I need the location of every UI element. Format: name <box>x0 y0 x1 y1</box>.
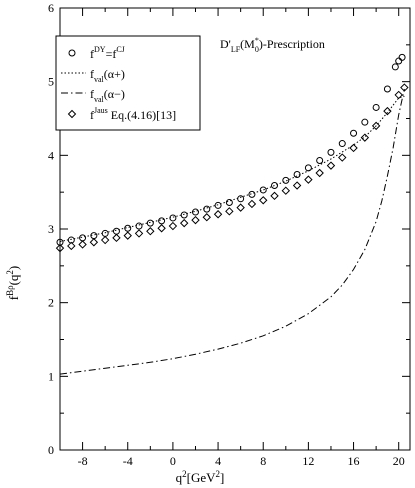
data-point-jaus <box>67 241 76 251</box>
chart-annotation: D'LF(M* 0)-Prescription <box>220 36 325 54</box>
data-point-dy-cj <box>225 198 233 206</box>
legend-label-val-alpha-minus: fval(α−) <box>90 87 125 104</box>
x-tick-label: 12 <box>302 454 314 468</box>
data-point-dy-cj <box>259 186 267 194</box>
x-tick-label: 8 <box>260 454 266 468</box>
data-point-dy-cj <box>146 219 154 227</box>
data-point-jaus <box>394 90 403 100</box>
data-point-dy-cj <box>214 201 222 209</box>
data-point-dy-cj <box>304 164 312 172</box>
data-point-jaus <box>247 199 257 209</box>
data-point-dy-cj <box>282 176 290 184</box>
legend: fDY=fCJ fval(α+) fval(α−) fJaus Eq.(4.16… <box>55 35 201 131</box>
data-point-jaus <box>191 215 200 225</box>
data-point-dy-cj <box>191 208 199 216</box>
series-layer <box>55 53 409 375</box>
data-point-jaus <box>134 229 144 238</box>
y-tick-label: 3 <box>48 222 54 236</box>
y-tick-label: 4 <box>48 148 54 162</box>
data-point-jaus <box>383 106 392 116</box>
data-point-jaus <box>55 243 65 253</box>
data-point-jaus <box>338 153 347 162</box>
data-point-jaus <box>146 227 155 236</box>
data-point-jaus <box>157 224 166 233</box>
data-point-jaus <box>371 121 381 131</box>
data-point-jaus <box>236 203 245 212</box>
data-point-dy-cj <box>398 53 406 61</box>
x-tick-label: 16 <box>348 454 360 468</box>
data-point-jaus <box>89 238 99 247</box>
data-point-jaus <box>123 231 132 240</box>
legend-label-dy-cj: fDY=fCJ <box>90 45 125 61</box>
legend-symbol-circle <box>68 49 76 57</box>
data-point-dy-cj <box>361 118 369 126</box>
data-point-jaus <box>213 210 223 219</box>
legend-symbols <box>61 49 86 119</box>
x-tick-label: -4 <box>123 454 133 468</box>
y-tick-label: 0 <box>48 443 54 457</box>
data-point-jaus <box>168 221 178 231</box>
data-point-jaus <box>292 181 302 190</box>
data-point-dy-cj <box>391 63 399 71</box>
data-point-dy-cj <box>135 222 143 230</box>
series-line-val-alpha-minus <box>59 88 405 375</box>
data-point-jaus <box>100 235 110 245</box>
x-tick-label: 4 <box>215 454 221 468</box>
data-point-jaus <box>202 213 211 222</box>
legend-label-val-alpha-plus: fval(α+) <box>90 67 125 84</box>
data-point-dy-cj <box>79 234 87 242</box>
data-point-jaus <box>225 207 234 216</box>
data-point-dy-cj <box>372 103 380 111</box>
data-point-jaus <box>281 186 291 195</box>
data-point-jaus <box>400 83 409 92</box>
data-point-dy-cj <box>327 148 335 156</box>
data-point-dy-cj <box>124 224 132 232</box>
data-point-jaus <box>112 233 121 243</box>
data-point-jaus <box>315 168 324 178</box>
data-point-dy-cj <box>316 156 324 164</box>
data-point-dy-cj <box>101 229 109 237</box>
x-tick-label: 0 <box>170 454 176 468</box>
data-point-dy-cj <box>395 57 403 65</box>
y-axis-title: fBρ(q2) <box>5 266 21 301</box>
data-point-jaus <box>259 196 268 205</box>
x-tick-label: -8 <box>78 454 88 468</box>
y-tick-label: 1 <box>48 369 54 383</box>
data-point-jaus <box>304 175 313 184</box>
x-tick-label: 20 <box>393 454 405 468</box>
x-axis-title: q2[GeV2] <box>176 469 225 485</box>
data-point-dy-cj <box>350 129 358 137</box>
data-point-jaus <box>360 133 370 142</box>
data-point-dy-cj <box>338 140 346 148</box>
data-point-jaus <box>326 161 336 170</box>
data-point-dy-cj <box>237 195 245 203</box>
legend-label-jaus: fJaus Eq.(4.16)[13] <box>90 106 176 122</box>
data-point-dy-cj <box>158 217 166 225</box>
data-point-dy-cj <box>383 85 391 93</box>
data-point-jaus <box>179 218 189 228</box>
y-tick-label: 5 <box>48 75 54 89</box>
y-tick-label: 2 <box>48 296 54 310</box>
series-line-val-alpha-plus <box>59 95 405 242</box>
data-point-dy-cj <box>271 182 279 190</box>
data-point-jaus <box>349 143 358 153</box>
legend-box <box>55 35 201 131</box>
y-tick-label: 6 <box>48 1 54 15</box>
data-point-jaus <box>270 191 279 201</box>
legend-symbol-diamond <box>67 109 77 119</box>
data-point-jaus <box>78 240 87 249</box>
data-point-dy-cj <box>180 211 188 219</box>
data-point-dy-cj <box>248 190 256 198</box>
